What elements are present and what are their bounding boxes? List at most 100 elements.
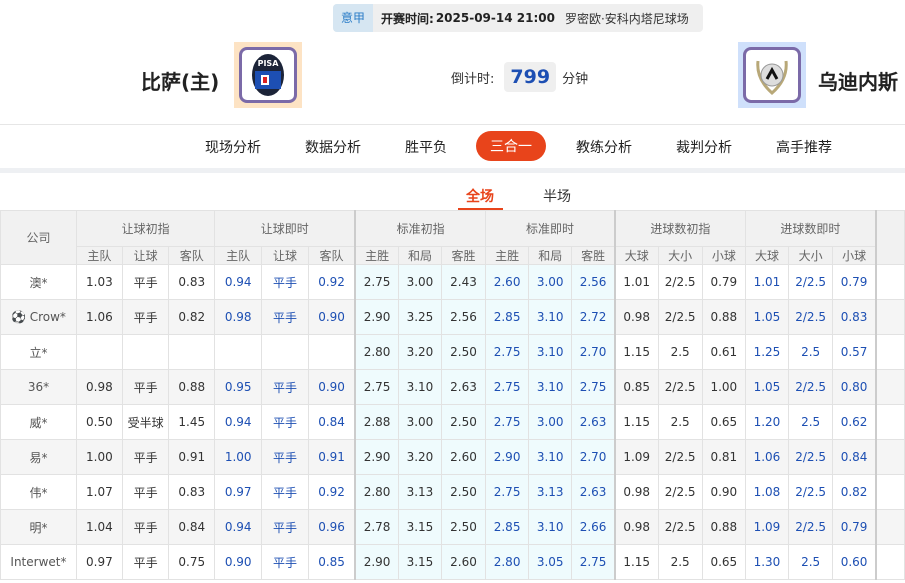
odds-cell[interactable]: 3.10 [528,334,573,370]
home-team-name[interactable]: 比萨(主) [141,70,220,94]
subtab-full-time[interactable]: 全场 [466,189,494,205]
odds-cell[interactable]: 3.13 [397,474,443,510]
odds-cell[interactable]: 平手 [261,439,309,475]
odds-cell[interactable]: 1.15 [613,334,659,370]
odds-cell[interactable]: 0.88 [168,369,216,405]
odds-cell[interactable]: 1.00 [214,439,263,475]
odds-cell[interactable] [168,334,216,370]
odds-cell[interactable]: 1.00 [75,439,123,475]
odds-cell[interactable]: 0.80 [832,369,877,405]
odds-cell[interactable]: 2.75 [571,369,616,405]
table-row[interactable]: 威* 0.50 受半球 1.45 0.94 平手 0.84 2.88 3.00 2.50 2.75 3… [0,404,905,440]
odds-cell[interactable]: 0.82 [832,474,877,510]
company-cell[interactable]: 明* [0,509,77,545]
odds-cell[interactable]: 2.75 [485,474,530,510]
odds-cell[interactable]: 0.83 [168,264,216,300]
odds-cell[interactable]: 0.95 [214,369,263,405]
odds-cell[interactable]: 2.5 [657,404,703,440]
odds-cell[interactable]: 1.07 [75,474,123,510]
odds-cell[interactable]: 平手 [261,299,309,335]
odds-cell[interactable] [307,334,356,370]
odds-cell[interactable]: 平手 [121,264,170,300]
odds-cell[interactable]: 0.57 [832,334,877,370]
odds-cell[interactable]: 0.61 [701,334,746,370]
tab-live-analysis[interactable]: 现场分析 [205,140,261,156]
odds-cell[interactable]: 3.20 [397,334,443,370]
odds-cell[interactable]: 0.84 [168,509,216,545]
odds-cell[interactable]: 2.75 [485,369,530,405]
odds-cell[interactable]: 0.82 [168,299,216,335]
odds-cell[interactable]: 受半球 [121,404,170,440]
company-cell[interactable]: Interwet* [0,544,77,580]
odds-cell[interactable]: 2.63 [440,369,487,405]
odds-cell[interactable]: 2.50 [440,334,487,370]
odds-cell[interactable]: 2/2.5 [657,474,703,510]
odds-cell[interactable]: 平手 [121,299,170,335]
odds-cell[interactable]: 2.50 [440,404,487,440]
tab-referee-analysis[interactable]: 裁判分析 [676,140,732,156]
home-team-logo[interactable]: PISA [234,42,302,108]
odds-cell[interactable]: 2.70 [571,334,616,370]
odds-cell[interactable]: 0.65 [701,404,746,440]
odds-cell[interactable]: 2.85 [485,299,530,335]
odds-cell[interactable]: 1.15 [613,404,659,440]
odds-cell[interactable] [214,334,263,370]
odds-cell[interactable]: 0.85 [613,369,659,405]
odds-cell[interactable]: 2/2.5 [657,369,703,405]
odds-cell[interactable]: 3.15 [397,544,443,580]
odds-cell[interactable]: 2/2.5 [657,264,703,300]
odds-cell[interactable] [261,334,309,370]
odds-cell[interactable]: 0.94 [214,509,263,545]
odds-cell[interactable]: 3.00 [528,264,573,300]
odds-cell[interactable]: 2/2.5 [787,299,834,335]
odds-cell[interactable] [121,334,170,370]
odds-cell[interactable]: 2.56 [440,299,487,335]
odds-cell[interactable]: 2.60 [485,264,530,300]
odds-cell[interactable]: 1.06 [75,299,123,335]
odds-cell[interactable]: 0.90 [214,544,263,580]
odds-cell[interactable]: 0.97 [75,544,123,580]
odds-cell[interactable]: 0.94 [214,264,263,300]
table-row[interactable]: 伟* 1.07 平手 0.83 0.97 平手 0.92 2.80 3.13 2.50 2.75 3.… [0,474,905,510]
odds-cell[interactable]: 平手 [121,369,170,405]
odds-cell[interactable]: 2.5 [787,404,834,440]
odds-cell[interactable]: 平手 [121,474,170,510]
odds-cell[interactable]: 3.15 [397,509,443,545]
odds-cell[interactable]: 2/2.5 [787,509,834,545]
odds-cell[interactable]: 0.60 [832,544,877,580]
odds-cell[interactable]: 0.65 [701,544,746,580]
odds-cell[interactable]: 2.63 [571,474,616,510]
odds-cell[interactable]: 3.00 [397,404,443,440]
odds-cell[interactable]: 1.20 [744,404,790,440]
odds-cell[interactable]: 1.45 [168,404,216,440]
odds-cell[interactable]: 0.90 [307,369,356,405]
odds-cell[interactable]: 2.90 [354,299,399,335]
odds-cell[interactable]: 2.63 [571,404,616,440]
odds-cell[interactable]: 2.85 [485,509,530,545]
odds-cell[interactable]: 2.80 [354,334,399,370]
odds-cell[interactable]: 0.88 [701,299,746,335]
table-row[interactable]: 明* 1.04 平手 0.84 0.94 平手 0.96 2.78 3.15 2.50 2.85 3.… [0,509,905,545]
odds-cell[interactable]: 1.05 [744,299,790,335]
table-row[interactable]: 澳* 1.03 平手 0.83 0.94 平手 0.92 2.75 3.00 2.43 2.60 3.… [0,264,905,300]
odds-cell[interactable]: 0.98 [613,509,659,545]
league-badge[interactable]: 意甲 [333,4,374,32]
odds-cell[interactable]: 0.83 [832,299,877,335]
odds-cell[interactable]: 1.08 [744,474,790,510]
odds-cell[interactable]: 0.84 [307,404,356,440]
tab-expert-picks[interactable]: 高手推荐 [776,140,832,156]
odds-cell[interactable]: 3.10 [528,509,573,545]
odds-cell[interactable]: 0.79 [832,509,877,545]
odds-cell[interactable]: 3.00 [397,264,443,300]
odds-cell[interactable]: 平手 [261,369,309,405]
tab-win-draw-lose[interactable]: 胜平负 [405,140,447,156]
odds-cell[interactable]: 0.94 [214,404,263,440]
odds-cell[interactable]: 1.01 [613,264,659,300]
odds-cell[interactable]: 3.10 [397,369,443,405]
odds-cell[interactable]: 1.09 [744,509,790,545]
odds-cell[interactable]: 2.60 [440,439,487,475]
odds-cell[interactable]: 2.90 [354,544,399,580]
odds-cell[interactable]: 2.90 [485,439,530,475]
odds-cell[interactable]: 2.88 [354,404,399,440]
odds-cell[interactable]: 2.80 [485,544,530,580]
